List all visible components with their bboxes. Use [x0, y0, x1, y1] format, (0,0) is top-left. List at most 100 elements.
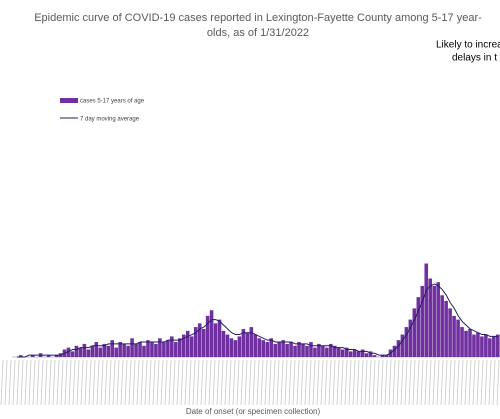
bar — [261, 340, 266, 357]
bar — [333, 345, 337, 357]
annotation: Likely to increa — [436, 40, 500, 51]
bar — [118, 342, 122, 357]
bar — [432, 285, 436, 357]
bar — [404, 327, 409, 357]
bar — [344, 347, 349, 357]
bar — [289, 342, 293, 357]
bar — [177, 338, 182, 357]
bar — [66, 347, 71, 357]
bar — [285, 343, 289, 357]
bar — [360, 349, 365, 357]
bar — [468, 328, 472, 357]
bar — [237, 336, 242, 357]
bar — [372, 355, 377, 357]
bar — [337, 347, 341, 357]
bar — [185, 330, 190, 357]
bar — [456, 319, 460, 357]
bar — [78, 347, 83, 357]
bar — [189, 336, 194, 357]
bar — [348, 351, 353, 357]
bar — [305, 345, 309, 357]
bar — [384, 355, 389, 357]
bar — [452, 315, 456, 357]
bar — [114, 347, 118, 357]
bar — [257, 338, 262, 357]
bar — [253, 334, 258, 357]
bar — [428, 278, 433, 357]
bar — [74, 345, 79, 357]
bar — [134, 343, 138, 357]
bar — [281, 340, 285, 357]
bar — [412, 308, 417, 357]
bar — [106, 345, 111, 357]
x-axis-label: Date of onset (or specimen collection) — [186, 407, 321, 416]
bar — [313, 347, 317, 357]
bar — [440, 295, 444, 357]
bar — [293, 345, 297, 357]
bar — [460, 327, 464, 357]
bar — [150, 342, 154, 357]
bar — [174, 342, 178, 357]
bar — [130, 338, 134, 357]
bar — [436, 282, 440, 357]
bar — [154, 343, 158, 357]
bar — [193, 327, 198, 357]
bar — [396, 340, 401, 357]
bar — [492, 336, 496, 357]
bar — [488, 338, 492, 357]
bar — [102, 343, 107, 357]
bar — [464, 330, 468, 357]
bar — [241, 328, 246, 357]
bar — [142, 345, 146, 357]
bar — [356, 351, 361, 357]
bar — [233, 340, 238, 357]
bar — [277, 342, 281, 357]
bar — [249, 327, 254, 357]
bar — [70, 351, 75, 357]
bar — [213, 323, 218, 357]
bar — [273, 343, 277, 357]
bar — [321, 345, 325, 357]
bar — [98, 347, 103, 357]
bar — [329, 343, 333, 357]
date-labels — [0, 360, 500, 405]
legend-label: 7 day moving average — [80, 117, 140, 123]
bar — [181, 334, 186, 357]
bar — [448, 308, 452, 357]
bar — [30, 355, 35, 357]
bar — [94, 342, 99, 357]
bar — [162, 342, 166, 357]
bar — [368, 351, 373, 357]
bar — [217, 319, 222, 357]
bar — [325, 347, 329, 357]
bar — [484, 334, 488, 357]
bar — [170, 336, 174, 357]
bar — [54, 355, 59, 357]
bar — [476, 332, 480, 357]
bar — [225, 334, 230, 357]
bar — [472, 334, 476, 357]
bar — [444, 300, 448, 357]
bar — [380, 355, 385, 357]
bar — [46, 355, 51, 357]
bar — [18, 355, 23, 357]
chart-title: Epidemic curve of COVID-19 cases reporte… — [34, 12, 482, 24]
bar — [352, 349, 357, 357]
bar — [265, 342, 270, 357]
bar — [309, 342, 313, 357]
bar — [420, 285, 425, 357]
annotation: delays in t — [452, 53, 497, 64]
bar — [245, 332, 250, 357]
bar — [297, 342, 301, 357]
bar — [496, 334, 500, 357]
chart-title: olds, as of 1/31/2022 — [207, 27, 309, 39]
bar — [197, 323, 202, 357]
bar — [408, 319, 413, 357]
bar — [110, 340, 114, 357]
bar — [317, 343, 321, 357]
bar — [269, 338, 274, 357]
bar — [301, 343, 305, 357]
bar — [392, 345, 397, 357]
bar — [221, 330, 226, 357]
bar — [82, 343, 87, 357]
